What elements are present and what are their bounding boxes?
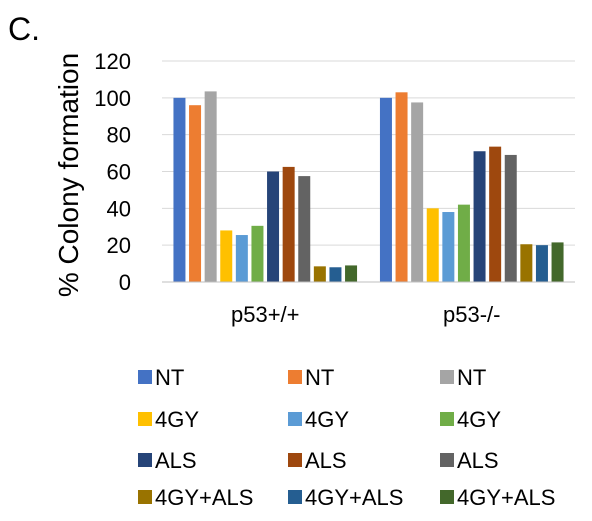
bars — [173, 91, 564, 282]
legend-label: 4GY+ALS — [457, 485, 555, 510]
legend-swatch — [138, 412, 152, 426]
legend-label: 4GY+ALS — [155, 485, 253, 510]
bar — [442, 212, 455, 282]
bar — [173, 97, 186, 282]
legend-item: 4GY+ALS — [138, 485, 253, 510]
bar — [535, 245, 548, 282]
x-tick-label: p53-/- — [443, 302, 500, 327]
bar — [282, 166, 295, 282]
legend-item: NT — [440, 365, 486, 390]
legend-swatch — [440, 412, 454, 426]
bar — [220, 230, 233, 282]
legend-item: ALS — [440, 448, 499, 473]
bar — [473, 151, 486, 282]
y-axis-label: % Colony formation — [53, 53, 84, 297]
y-tick-label: 100 — [94, 86, 131, 111]
legend-label: 4GY — [305, 407, 349, 432]
legend-item: 4GY+ALS — [440, 485, 555, 510]
legend-item: 4GY — [440, 407, 501, 432]
bar — [520, 244, 533, 282]
axes: 0 20 40 60 80 100 120 p53+/+ p53-/- — [94, 49, 575, 327]
legend-label: ALS — [155, 448, 197, 473]
legend-label: ALS — [305, 448, 347, 473]
legend-swatch — [288, 412, 302, 426]
bar — [457, 204, 470, 282]
bar — [395, 92, 408, 282]
bar — [251, 225, 264, 282]
legend-label: 4GY — [155, 407, 199, 432]
bar — [411, 102, 424, 282]
y-tick-label: 0 — [119, 270, 131, 295]
y-tick-label: 40 — [107, 196, 131, 221]
bar — [329, 267, 342, 282]
legend-label: NT — [305, 365, 334, 390]
legend-swatch — [288, 370, 302, 384]
legend-swatch — [138, 370, 152, 384]
bar — [313, 266, 326, 282]
legend-swatch — [440, 453, 454, 467]
legend-item: NT — [288, 365, 334, 390]
legend: NT NT NT 4GY 4GY 4GY ALS ALS ALS 4GY+ALS 4GY+ALS 4G… — [138, 365, 555, 510]
y-tick-label: 120 — [94, 49, 131, 74]
legend-item: 4GY — [138, 407, 199, 432]
legend-swatch — [288, 490, 302, 504]
legend-swatch — [138, 453, 152, 467]
y-tick-label: 60 — [107, 160, 131, 185]
legend-swatch — [440, 490, 454, 504]
legend-swatch — [440, 370, 454, 384]
legend-item: 4GY — [288, 407, 349, 432]
bar — [204, 91, 217, 282]
legend-label: 4GY+ALS — [305, 485, 403, 510]
legend-item: ALS — [138, 448, 197, 473]
bar — [345, 265, 358, 282]
y-tick-label: 20 — [107, 233, 131, 258]
bar — [379, 97, 392, 282]
bar — [189, 105, 202, 282]
legend-swatch — [288, 453, 302, 467]
bar — [551, 242, 564, 282]
bar — [489, 146, 502, 282]
bar — [298, 176, 311, 282]
legend-label: 4GY — [457, 407, 501, 432]
panel-label: C. — [8, 11, 40, 47]
y-tick-label: 80 — [107, 123, 131, 148]
legend-label: NT — [457, 365, 486, 390]
legend-item: 4GY+ALS — [288, 485, 403, 510]
x-tick-label: p53+/+ — [231, 302, 300, 327]
legend-label: NT — [155, 365, 184, 390]
legend-item: ALS — [288, 448, 347, 473]
legend-item: NT — [138, 365, 184, 390]
legend-label: ALS — [457, 448, 499, 473]
bar — [426, 208, 439, 282]
bar — [267, 171, 280, 282]
bar — [504, 154, 517, 282]
legend-swatch — [138, 490, 152, 504]
bar — [235, 235, 248, 282]
